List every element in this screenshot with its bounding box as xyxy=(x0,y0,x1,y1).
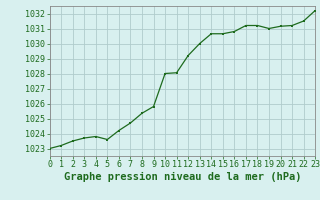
X-axis label: Graphe pression niveau de la mer (hPa): Graphe pression niveau de la mer (hPa) xyxy=(64,172,301,182)
